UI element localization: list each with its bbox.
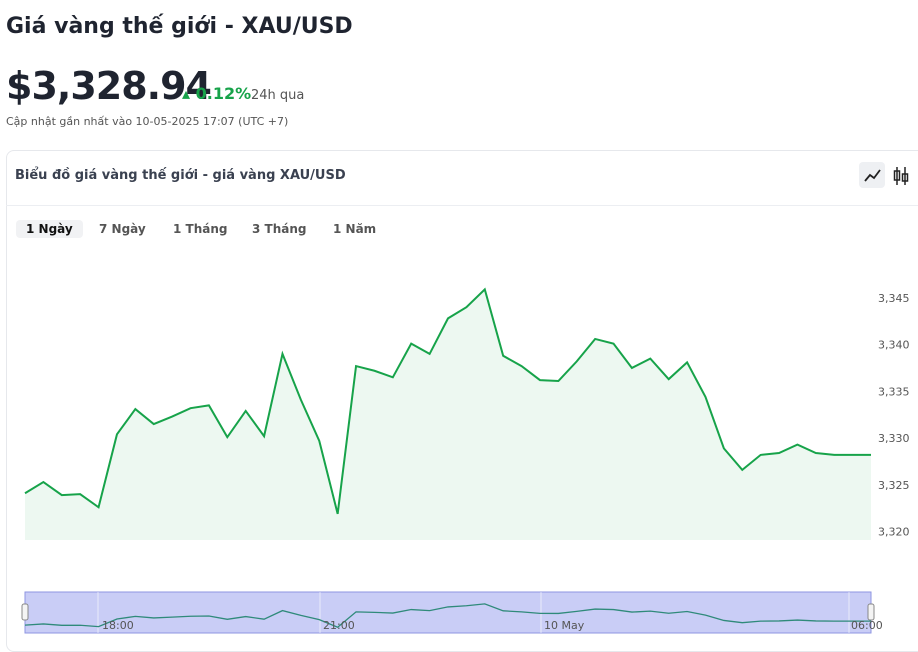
updated-time: Cập nhật gần nhất vào 10-05-2025 17:07 (…: [6, 115, 289, 128]
y-tick-label: 3,335: [878, 385, 910, 398]
navigator-line: [24, 603, 871, 629]
area: [25, 289, 871, 540]
candle-button[interactable]: [893, 167, 909, 185]
navigator-label: 06:00: [851, 619, 883, 632]
range-tab[interactable]: 1 Ngày: [16, 220, 83, 238]
range-tab[interactable]: 7 Ngày: [99, 222, 146, 236]
y-tick-label: 3,325: [878, 479, 910, 492]
y-tick-label: 3,330: [878, 432, 910, 445]
change-period: 24h qua: [251, 88, 305, 103]
y-tick-label: 3,320: [878, 526, 910, 539]
divider: [6, 205, 918, 206]
range-tab[interactable]: 1 Tháng: [173, 222, 228, 236]
navigator-handle[interactable]: [867, 603, 875, 621]
navigator-label: 10 May: [544, 619, 585, 632]
chart-title: Biểu đồ giá vàng thế giới - giá vàng XAU…: [15, 168, 346, 183]
range-tab[interactable]: 3 Tháng: [252, 222, 307, 236]
line-icon: [864, 169, 881, 182]
price-line: [24, 287, 871, 515]
change-value: 0.12%: [195, 84, 252, 103]
navigator-label: 21:00: [323, 619, 355, 632]
change: ▴ 0.12%: [182, 84, 252, 103]
navigator-handle[interactable]: [21, 603, 29, 621]
navigator-label: 18:00: [102, 619, 134, 632]
range-tab[interactable]: 1 Năm: [333, 222, 377, 236]
line-mode-button[interactable]: [859, 162, 885, 188]
page-title: Giá vàng thế giới - XAU/USD: [6, 14, 353, 39]
navigator: [24, 591, 872, 634]
y-tick-label: 3,340: [878, 339, 910, 352]
price: $3,328.94: [6, 64, 212, 108]
y-tick-label: 3,345: [878, 292, 910, 305]
